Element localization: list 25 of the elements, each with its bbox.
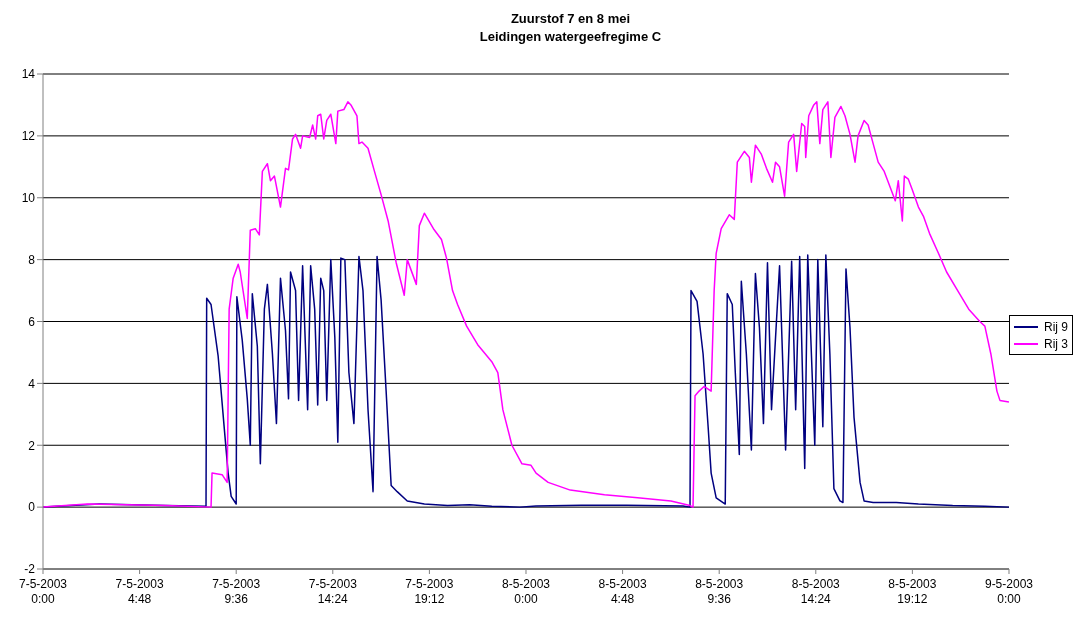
y-tick-label: 4	[28, 376, 36, 391]
x-tick-label: 7-5-2003 9:36	[212, 577, 261, 606]
x-tick-label: 9-5-2003 0:00	[984, 577, 1034, 606]
legend-label: Rij 3	[1043, 336, 1068, 351]
x-tick-label: 7-5-2003 19:12	[405, 577, 454, 606]
y-tick-label: 0	[28, 500, 36, 515]
y-tick-label: 2	[28, 438, 36, 453]
x-tick-label: 8-5-2003 4:48	[598, 577, 647, 606]
chart-subtitle: Leidingen watergeefregime C	[478, 28, 663, 46]
y-tick-label: 14	[21, 67, 36, 82]
x-tick-label: 8-5-2003 19:12	[888, 577, 937, 606]
x-tick-label: 7-5-2003 4:48	[115, 577, 164, 606]
y-tick-label: 10	[21, 191, 36, 206]
y-tick-label: -2	[24, 562, 36, 577]
x-tick-label: 8-5-2003 0:00	[501, 577, 551, 606]
line-series	[43, 101, 1009, 508]
chart-title: Zuurstof 7 en 8 mei	[509, 10, 632, 28]
y-tick-label: 8	[28, 252, 36, 267]
x-tick-label: 8-5-2003 9:36	[695, 577, 744, 606]
x-tick-label: 7-5-2003 14:24	[308, 577, 358, 606]
x-tick-label: 8-5-2003 14:24	[791, 577, 841, 606]
y-tick-label: 6	[28, 314, 36, 329]
x-tick-label: 7-5-2003 0:00	[18, 577, 68, 606]
legend-label: Rij 9	[1043, 319, 1068, 334]
y-tick-label: 12	[21, 129, 36, 144]
